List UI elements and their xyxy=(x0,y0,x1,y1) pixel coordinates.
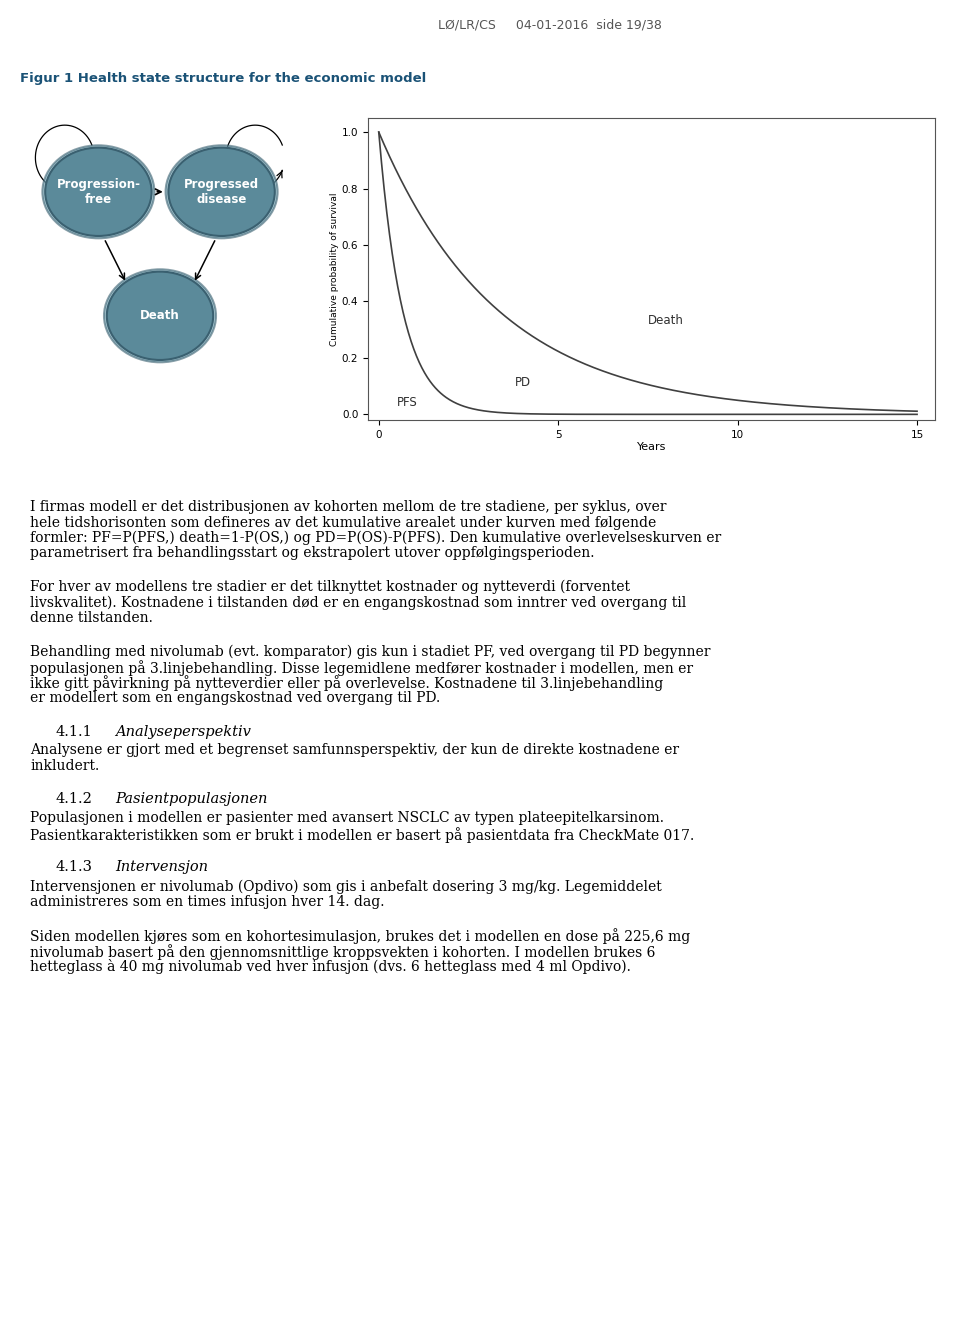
Ellipse shape xyxy=(42,146,155,238)
Text: Behandling med nivolumab (evt. komparator) gis kun i stadiet PF, ved overgang ti: Behandling med nivolumab (evt. komparato… xyxy=(30,644,710,659)
Text: 4.1.3: 4.1.3 xyxy=(55,860,92,874)
Text: livskvalitet). Kostnadene i tilstanden død er en engangskostnad som inntrer ved : livskvalitet). Kostnadene i tilstanden d… xyxy=(30,595,686,610)
Text: formler: PF=P(PFS,) death=1-P(OS,) og PD=P(OS)-P(PFS). Den kumulative overlevels: formler: PF=P(PFS,) death=1-P(OS,) og PD… xyxy=(30,531,721,545)
Y-axis label: Cumulative probability of survival: Cumulative probability of survival xyxy=(330,193,339,346)
Text: 4.1.2: 4.1.2 xyxy=(55,793,92,806)
Text: inkludert.: inkludert. xyxy=(30,759,99,773)
Text: LØ/LR/CS     04-01-2016  side 19/38: LØ/LR/CS 04-01-2016 side 19/38 xyxy=(438,17,662,31)
Text: hetteglass à 40 mg nivolumab ved hver infusjon (dvs. 6 hetteglass med 4 ml Opdiv: hetteglass à 40 mg nivolumab ved hver in… xyxy=(30,959,631,975)
Ellipse shape xyxy=(165,146,277,238)
Text: administreres som en times infusjon hver 14. dag.: administreres som en times infusjon hver… xyxy=(30,894,385,909)
Text: er modellert som en engangskostnad ved overgang til PD.: er modellert som en engangskostnad ved o… xyxy=(30,691,441,705)
Ellipse shape xyxy=(104,269,216,362)
Text: denne tilstanden.: denne tilstanden. xyxy=(30,611,153,624)
Text: 4.1.1: 4.1.1 xyxy=(55,725,92,738)
Text: I firmas modell er det distribusjonen av kohorten mellom de tre stadiene, per sy: I firmas modell er det distribusjonen av… xyxy=(30,500,666,513)
Text: Analyseperspektiv: Analyseperspektiv xyxy=(115,725,251,738)
Text: Death: Death xyxy=(648,314,684,328)
Text: PFS: PFS xyxy=(396,396,418,409)
Text: Figur 1 Health state structure for the economic model: Figur 1 Health state structure for the e… xyxy=(20,72,426,86)
X-axis label: Years: Years xyxy=(636,443,666,452)
Ellipse shape xyxy=(107,271,213,360)
Text: Intervensjon: Intervensjon xyxy=(115,860,208,874)
Text: Progression-
free: Progression- free xyxy=(57,178,140,206)
Ellipse shape xyxy=(168,147,275,235)
Text: Populasjonen i modellen er pasienter med avansert NSCLC av typen plateepitelkars: Populasjonen i modellen er pasienter med… xyxy=(30,812,664,825)
Ellipse shape xyxy=(45,147,152,235)
Text: Death: Death xyxy=(140,309,180,322)
Text: Pasientpopulasjonen: Pasientpopulasjonen xyxy=(115,793,268,806)
Text: For hver av modellens tre stadier er det tilknyttet kostnader og nytteverdi (for: For hver av modellens tre stadier er det… xyxy=(30,580,630,595)
Text: ikke gitt påvirkning på nytteverdier eller på overlevelse. Kostnadene til 3.linj: ikke gitt påvirkning på nytteverdier ell… xyxy=(30,675,663,691)
Text: populasjonen på 3.linjebehandling. Disse legemidlene medfører kostnader i modell: populasjonen på 3.linjebehandling. Disse… xyxy=(30,660,693,677)
Text: Pasientkarakteristikken som er brukt i modellen er basert på pasientdata fra Che: Pasientkarakteristikken som er brukt i m… xyxy=(30,826,694,842)
Text: Siden modellen kjøres som en kohortesimulasjon, brukes det i modellen en dose på: Siden modellen kjøres som en kohortesimu… xyxy=(30,928,690,944)
Text: parametrisert fra behandlingsstart og ekstrapolert utover oppfølgingsperioden.: parametrisert fra behandlingsstart og ek… xyxy=(30,547,594,560)
Text: Intervensjonen er nivolumab (Opdivo) som gis i anbefalt dosering 3 mg/kg. Legemi: Intervensjonen er nivolumab (Opdivo) som… xyxy=(30,880,661,893)
Text: nivolumab basert på den gjennomsnittlige kroppsvekten i kohorten. I modellen bru: nivolumab basert på den gjennomsnittlige… xyxy=(30,944,656,960)
Text: PD: PD xyxy=(516,376,531,389)
Text: Progressed
disease: Progressed disease xyxy=(184,178,259,206)
Text: Analysene er gjort med et begrenset samfunnsperspektiv, der kun de direkte kostn: Analysene er gjort med et begrenset samf… xyxy=(30,743,679,757)
Text: hele tidshorisonten som defineres av det kumulative arealet under kurven med føl: hele tidshorisonten som defineres av det… xyxy=(30,516,657,529)
